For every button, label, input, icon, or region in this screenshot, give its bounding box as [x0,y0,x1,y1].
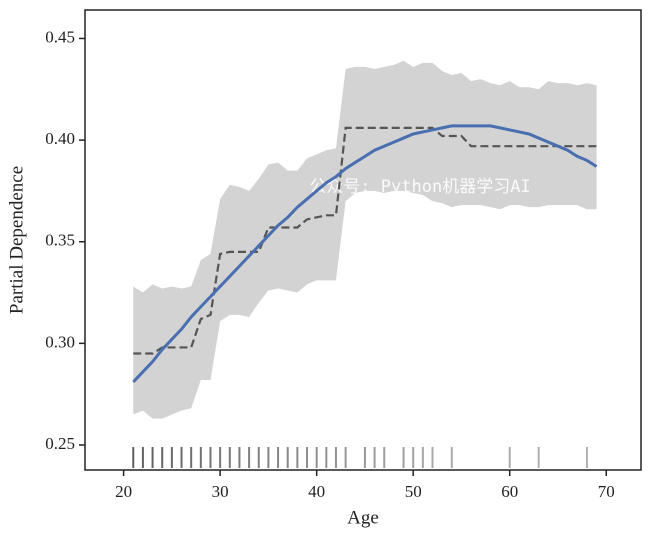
watermark: 公众号: Python机器学习AI [309,177,530,197]
x-tick-label: 50 [405,482,422,501]
dashed-line [133,126,597,355]
y-tick-label: 0.25 [45,434,75,453]
x-tick-label: 20 [115,482,132,501]
y-tick-label: 0.45 [45,27,75,46]
x-tick-label: 40 [308,482,325,501]
y-axis-label: Partial Dependence [6,166,27,314]
x-tick-label: 70 [598,482,615,501]
confidence-band [133,60,597,419]
x-axis-label: Age [347,507,379,528]
y-tick-label: 0.40 [45,129,75,148]
x-tick-label: 60 [501,482,518,501]
x-tick-label: 30 [212,482,229,501]
y-tick-label: 0.35 [45,231,75,250]
plot-frame [84,9,642,471]
fit-line [132,124,598,384]
y-tick-label: 0.30 [45,332,75,351]
